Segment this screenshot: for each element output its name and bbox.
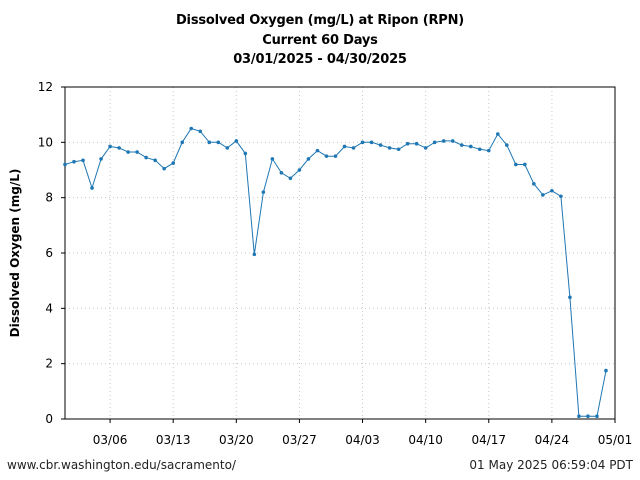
x-tick-label: 04/10 [408,433,443,447]
x-tick-label: 04/17 [471,433,506,447]
data-point [270,157,275,161]
data-point [405,141,410,146]
data-point [514,162,518,167]
x-tick-label: 04/03 [345,433,380,447]
data-point [189,126,194,131]
data-point [315,148,320,153]
data-point [477,147,482,152]
data-point [441,139,446,143]
data-point [495,132,500,136]
data-point [486,148,491,153]
y-tick-label: 4 [45,301,53,315]
data-point [604,368,608,373]
data-point [207,140,212,145]
y-tick-label: 6 [45,246,53,260]
data-point [378,143,383,147]
data-point [505,143,509,147]
data-point [135,150,139,154]
data-point [72,159,76,164]
data-point [81,158,85,163]
data-point [261,190,266,194]
data-point [234,139,239,143]
x-tick-label: 03/13 [156,433,191,447]
data-point [523,162,527,167]
data-point [396,147,401,152]
data-point [360,140,365,145]
data-point [279,170,284,175]
x-tick-label: 03/20 [219,433,254,447]
data-point [153,158,157,163]
data-point [568,295,572,300]
data-point [387,146,392,150]
y-tick-label: 0 [45,412,53,426]
data-point [586,414,590,419]
data-point [90,186,94,190]
x-tick-label: 03/27 [282,433,317,447]
data-point [144,155,148,160]
data-point [225,146,230,150]
x-tick-label: 05/01 [598,433,633,447]
footer-source-url: www.cbr.washington.edu/sacramento/ [7,458,236,472]
footer-timestamp: 01 May 2025 06:59:04 PDT [469,458,633,472]
series-line [64,127,607,417]
data-point [288,176,293,181]
data-point [423,146,428,150]
data-point [198,129,203,134]
data-point [468,144,473,149]
data-point [180,140,185,145]
y-tick-label: 10 [38,135,53,149]
data-point [63,162,67,167]
data-point [450,139,455,143]
y-tick-label: 2 [45,357,53,371]
x-tick-label: 04/24 [535,433,570,447]
data-point [342,144,347,149]
data-point [541,193,545,197]
data-point [126,150,130,154]
y-tick-label: 8 [45,191,53,205]
data-point [117,146,121,150]
data-point [216,140,221,145]
data-point [171,161,175,165]
x-tick-label: 03/06 [93,433,128,447]
data-point [243,151,248,156]
data-point [324,154,329,158]
data-point [108,144,112,149]
data-point [577,414,581,419]
y-axis-label: Dissolved Oxygen (mg/L) [8,169,22,338]
data-point [297,168,302,172]
data-point [550,188,554,193]
plot-frame [64,86,616,420]
data-point [459,143,464,147]
data-point [162,166,166,171]
y-tick-label: 12 [38,80,53,94]
data-point [333,154,338,158]
data-point [414,141,419,146]
data-point [306,157,311,161]
chart-date-range: 03/01/2025 - 04/30/2025 [233,52,407,67]
data-point [351,146,356,150]
chart-subtitle: Current 60 Days [262,33,378,48]
chart-title: Dissolved Oxygen (mg/L) at Ripon (RPN) [175,13,465,28]
data-point [432,140,437,145]
data-point [252,252,257,257]
data-point [559,194,563,199]
data-point [532,182,536,186]
data-point [99,157,103,161]
data-point [369,140,374,145]
data-point [595,414,599,419]
